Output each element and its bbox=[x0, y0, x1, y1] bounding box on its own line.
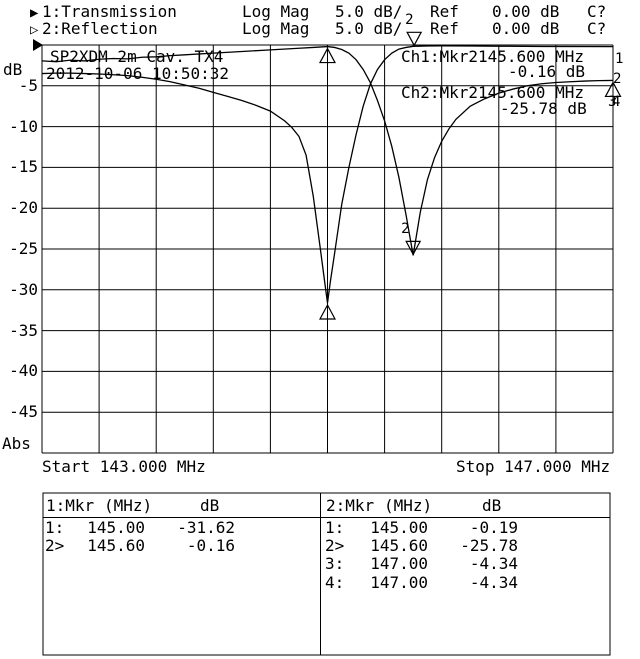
y-tick-label: -15 bbox=[9, 157, 38, 177]
y-axis-abs-label: Abs bbox=[2, 434, 31, 453]
ch2-marker-readout-freq: 145.600 MHz bbox=[478, 83, 584, 102]
marker-row-db: -4.34 bbox=[469, 554, 518, 574]
marker-row-freq: 147.00 bbox=[370, 554, 428, 574]
marker-row-db: -31.62 bbox=[177, 518, 235, 537]
ch1-marker-readout-value: -0.16 dB bbox=[508, 62, 586, 81]
marker-triangle-icon bbox=[318, 47, 337, 64]
trace1-scale: 5.0 dB/ bbox=[335, 2, 403, 21]
y-tick-label: -45 bbox=[9, 402, 38, 422]
marker-row-number: 1: bbox=[45, 518, 65, 537]
trace1-ref-label: Ref bbox=[430, 2, 459, 21]
table1-unit-header: (MHz) bbox=[104, 496, 153, 515]
marker-row-db: -4.34 bbox=[469, 572, 518, 592]
marker-row-number: 3: bbox=[325, 554, 345, 574]
y-tick-label: -40 bbox=[9, 361, 38, 381]
y-axis-unit-label: dB bbox=[3, 60, 23, 79]
trace2-ref-label: Ref bbox=[430, 19, 459, 38]
ch2-marker-readout-label: Ch2:Mkr2 bbox=[401, 83, 479, 102]
marker-row-freq: 145.00 bbox=[87, 518, 145, 537]
trace2-active-arrow-icon: ▷ bbox=[30, 22, 39, 38]
marker-symbols bbox=[318, 31, 622, 342]
marker2-digit: 2 bbox=[405, 12, 414, 29]
marker-triangle-icon bbox=[406, 31, 423, 47]
ch1-marker-readout-label: Ch1:Mkr2 bbox=[401, 47, 479, 66]
trace2-scale: 5.0 dB/ bbox=[335, 19, 403, 38]
marker-row-number: 2> bbox=[45, 536, 65, 556]
table1-title: 1:Mkr bbox=[46, 496, 95, 515]
ch2-marker-readout-value: -25.78 dB bbox=[500, 99, 587, 118]
marker-row-freq: 145.00 bbox=[370, 518, 428, 537]
plot-title: SP2XDM 2m Cav. TX4 bbox=[50, 47, 224, 66]
marker-row-freq: 145.60 bbox=[370, 536, 428, 556]
marker-row-db: -25.78 bbox=[460, 536, 518, 556]
trace1-end-digit: 1 bbox=[615, 50, 624, 67]
table2-db-header: dB bbox=[482, 496, 502, 515]
marker-row-freq: 145.60 bbox=[87, 536, 145, 556]
trace1-active-arrow-icon: ▶ bbox=[30, 5, 39, 21]
marker-row-number: 2> bbox=[325, 536, 345, 556]
table2-title: 2:Mkr bbox=[326, 496, 375, 515]
x-axis-stop-label: Stop 147.000 MHz bbox=[456, 457, 611, 476]
trace2-end-digit: 2 bbox=[613, 71, 622, 88]
marker-triangle-icon bbox=[604, 81, 622, 98]
y-tick-label: -30 bbox=[9, 279, 38, 299]
marker-triangle-icon bbox=[405, 240, 422, 256]
trace2-ref-value: 0.00 dB bbox=[492, 19, 560, 38]
plot-grid bbox=[41, 44, 614, 454]
marker-row-number: 4: bbox=[325, 572, 345, 592]
active-channel-arrow-icon bbox=[33, 39, 43, 51]
y-tick-label: -20 bbox=[9, 198, 38, 218]
marker3-digit: 3 bbox=[608, 94, 617, 111]
trace2-name: 2:Reflection bbox=[42, 19, 158, 38]
marker-row-db: -0.16 bbox=[186, 536, 235, 556]
marker-triangle-icon bbox=[318, 303, 337, 320]
trace2-cal-status: C? bbox=[587, 19, 607, 38]
plot-timestamp: 2012-10-06 10:50:32 bbox=[46, 64, 230, 83]
marker4-digit: 4 bbox=[612, 94, 621, 111]
y-tick-label: -10 bbox=[9, 116, 38, 136]
marker-row-number: 1: bbox=[325, 518, 345, 537]
marker-table-borders bbox=[42, 492, 611, 656]
table2-unit-header: (MHz) bbox=[384, 496, 433, 515]
marker-row-db: -0.19 bbox=[469, 518, 518, 537]
y-tick-label: -35 bbox=[9, 320, 38, 340]
ch1-marker-readout-freq: 145.600 MHz bbox=[478, 47, 584, 66]
reflection-trace bbox=[41, 45, 614, 256]
trace2-format: Log Mag bbox=[242, 19, 310, 38]
marker2-digit: 2 bbox=[401, 221, 410, 238]
table1-db-header: dB bbox=[200, 496, 220, 515]
trace1-name: 1:Transmission bbox=[42, 2, 177, 21]
y-tick-label: -5 bbox=[18, 75, 38, 95]
marker-row-freq: 147.00 bbox=[370, 572, 428, 592]
x-axis-start-label: Start 143.000 MHz bbox=[42, 457, 206, 476]
trace1-ref-value: 0.00 dB bbox=[492, 2, 560, 21]
transmission-trace bbox=[41, 45, 614, 304]
trace1-cal-status: C? bbox=[587, 2, 607, 21]
y-tick-label: -25 bbox=[9, 239, 38, 258]
trace1-format: Log Mag bbox=[242, 2, 310, 21]
